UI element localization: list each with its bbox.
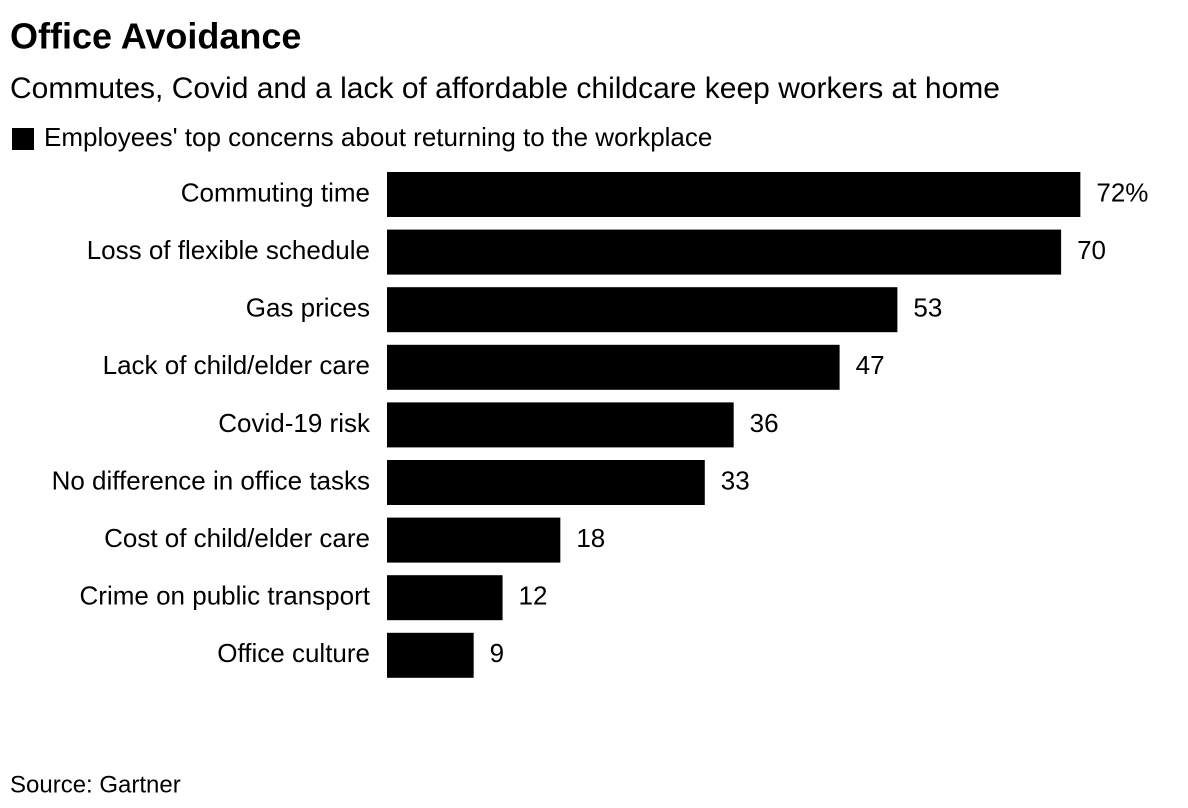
category-label: No difference in office tasks [52, 465, 370, 495]
value-label: 33 [721, 465, 750, 495]
legend-label: Employees' top concerns about returning … [44, 122, 712, 152]
bar [387, 229, 1062, 275]
legend-swatch [12, 128, 34, 150]
value-label: 47 [856, 350, 885, 380]
bar [387, 287, 898, 333]
category-label: Covid-19 risk [218, 408, 371, 438]
bar [387, 517, 561, 563]
value-label: 70 [1077, 235, 1106, 265]
bar [387, 632, 474, 678]
chart-title: Office Avoidance [10, 16, 301, 57]
bar [387, 402, 734, 448]
bar [387, 575, 503, 621]
category-label: Loss of flexible schedule [87, 235, 370, 265]
bar [387, 172, 1081, 217]
value-label: 12 [519, 581, 548, 611]
bar [387, 460, 705, 505]
value-label: 36 [750, 408, 779, 438]
category-label: Commuting time [181, 177, 370, 207]
value-label: 53 [913, 293, 942, 323]
value-label: 18 [576, 523, 605, 553]
chart-subtitle: Commutes, Covid and a lack of affordable… [10, 72, 1000, 105]
category-label: Office culture [217, 638, 370, 668]
source-note: Source: Gartner [10, 771, 181, 798]
category-label: Crime on public transport [80, 581, 371, 611]
bar [387, 344, 840, 390]
value-label: 72% [1096, 177, 1148, 207]
category-label: Gas prices [246, 293, 370, 323]
category-label: Cost of child/elder care [104, 523, 370, 553]
value-label: 9 [490, 638, 504, 668]
category-label: Lack of child/elder care [103, 350, 370, 380]
